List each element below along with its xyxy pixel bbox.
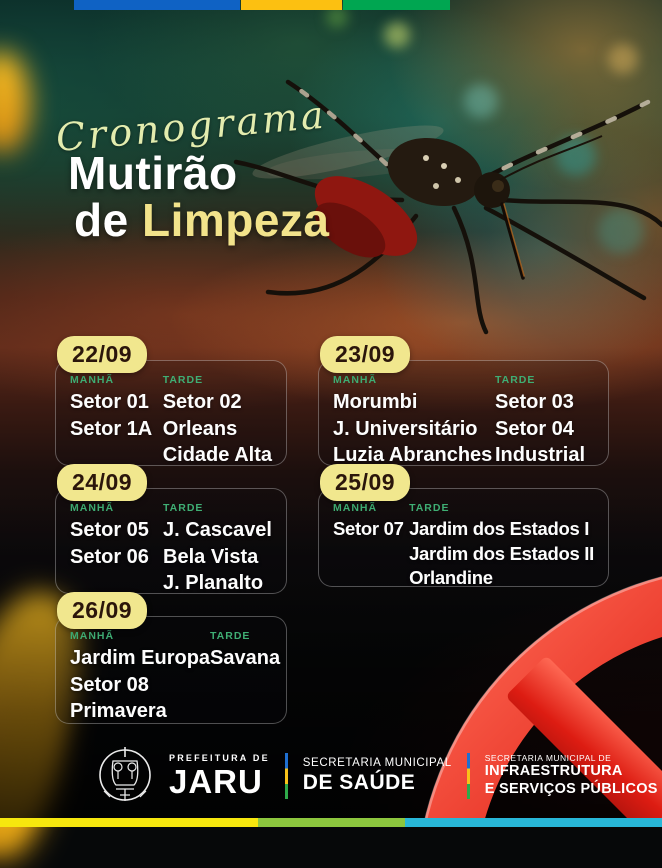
sector-name: Setor 02 [162,391,242,413]
sector-name: Savana [210,647,281,669]
morning-label: MANHÃ [70,502,115,514]
afternoon-label: TARDE [495,374,536,386]
date-badge: 25/09 [320,464,411,501]
date-badge: 22/09 [57,336,148,373]
sector-name: Morumbi [333,391,418,413]
strip-bar-yellow [0,818,258,827]
morning-label: MANHÃ [333,502,378,514]
sector-name: Setor 05 [70,519,149,541]
sector-name: Jardim dos Estados II [409,542,594,564]
title-line2: de Limpeza [74,193,330,246]
schedule-card-26-09: 26/09 MANHÃ Jardim Europa Setor 08 Prima… [55,592,287,725]
sector-name: Orlandine [409,567,493,589]
flag-bar-blue [74,0,240,10]
afternoon-label: TARDE [409,502,450,514]
secretariat-infra-line2: INFRAESTRUTURA [484,763,623,780]
schedule-card-23-09: 23/09 MANHÃ Morumbi J. Universitário Luz… [318,336,609,469]
sector-name: J. Planalto [163,572,264,595]
afternoon-label: TARDE [163,502,204,514]
afternoon-column: TARDE Savana [210,630,280,725]
secretariat-saude: SECRETARIA MUNICIPAL DE SAÚDE [303,757,452,794]
footer-divider [284,753,288,799]
date-badge: 24/09 [57,464,148,501]
sector-name: Jardim Europa [70,647,211,669]
date-badge: 26/09 [57,592,148,629]
poster-title: Cronograma Mutirão de Limpeza [54,93,330,246]
strip-bar-green [258,818,405,827]
afternoon-column: TARDE Setor 02 Orleans Cidade Alta [163,374,272,469]
footer: PREFEITURA DE JARU SECRETARIA MUNICIPAL … [96,742,658,810]
morning-label: MANHÃ [333,374,378,386]
sector-name: Jardim dos Estados I [409,518,590,539]
footer-divider [466,753,470,799]
morning-column: MANHÃ Setor 05 Setor 06 [70,502,163,597]
afternoon-label: TARDE [162,374,204,386]
schedule-card-25-09: 25/09 MANHÃ Setor 07 TARDE Jardim dos Es… [318,464,609,588]
title-line1: Mutirão [68,147,238,199]
sector-name: Setor 1A [70,417,153,440]
flag-bar-green [343,0,450,10]
afternoon-label: TARDE [210,630,251,642]
afternoon-column: TARDE Setor 03 Setor 04 Industrial [495,374,585,469]
morning-column: MANHÃ Setor 07 [333,502,409,591]
morning-label: MANHÃ [70,374,115,386]
sector-name: J. Universitário [333,417,478,440]
sector-name: Setor 08 [70,673,149,696]
sector-name: J. Cascavel [163,519,272,541]
sector-name: Cidade Alta [162,444,272,467]
strip-bar-blue [405,818,662,827]
sector-name: Primavera [70,700,167,723]
secretariat-infraestrutura: SECRETARIA MUNICIPAL DE INFRAESTRUTURA E… [484,752,658,799]
morning-column: MANHÃ Jardim Europa Setor 08 Primavera [70,630,210,725]
sector-name: Setor 07 [333,518,404,539]
sector-name: Industrial [495,444,586,467]
morning-column: MANHÃ Morumbi J. Universitário Luzia Abr… [333,374,495,469]
sector-name: Bela Vista [163,545,259,568]
secretariat-saude-line2: DE SAÚDE [302,770,416,794]
sector-name: Setor 06 [70,545,149,568]
morning-label: MANHÃ [70,630,115,642]
sector-name: Luzia Abranches [333,444,493,467]
morning-column: MANHÃ Setor 01 Setor 1A [70,374,163,469]
prefeitura-label: PREFEITURA DE [169,753,270,763]
sector-name: Setor 03 [495,391,574,413]
jaru-crest-icon [99,747,151,801]
afternoon-column: TARDE J. Cascavel Bela Vista J. Planalto [163,502,272,597]
sector-name: Orleans [162,417,238,440]
prefeitura-brand: PREFEITURA DE JARU [169,753,270,800]
title-line2-highlight: Limpeza [141,193,330,246]
schedule-card-24-09: 24/09 MANHÃ Setor 05 Setor 06 TARDE J. C… [55,464,287,597]
no-entry-icon [422,576,662,827]
afternoon-column: TARDE Jardim dos Estados I Jardim dos Es… [409,502,594,591]
sector-name: Setor 01 [70,391,149,413]
city-name: JARU [169,763,263,800]
schedule-card-22-09: 22/09 MANHÃ Setor 01 Setor 1A TARDE Seto… [55,336,287,469]
sector-name: Setor 04 [495,417,574,440]
flag-bar-yellow [241,0,342,10]
secretariat-infra-line3: E SERVIÇOS PÚBLICOS [484,780,658,797]
secretariat-saude-line1: SECRETARIA MUNICIPAL [302,757,452,770]
title-line2-prefix: de [74,193,142,246]
date-badge: 23/09 [320,336,411,373]
secretariat-infra-line1: SECRETARIA MUNICIPAL DE [484,752,612,763]
